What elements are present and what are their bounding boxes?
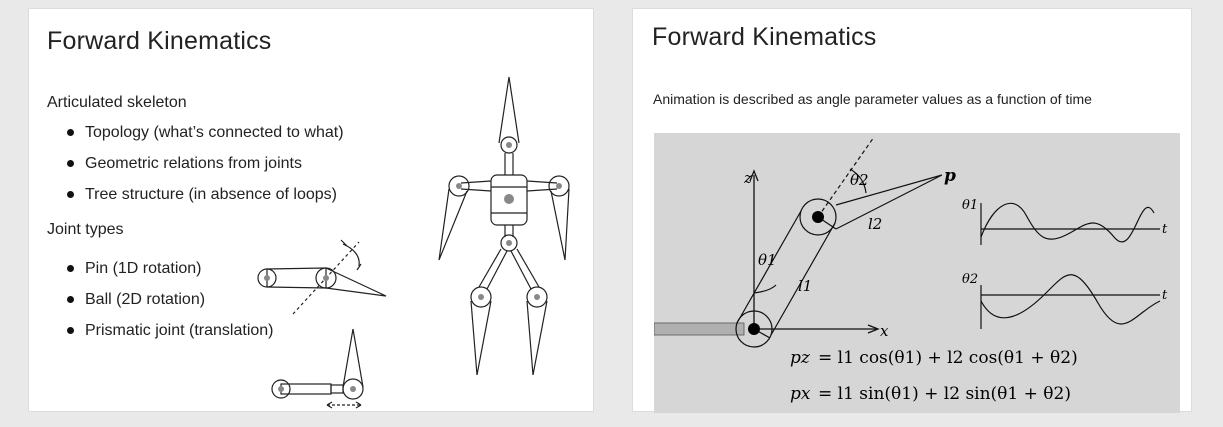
base-joint xyxy=(748,323,760,335)
equation-pz-rhs: = l1 cos(θ1) + l2 cos(θ1 + θ2) xyxy=(818,348,1078,368)
diagram-background xyxy=(654,133,1180,413)
plot2-y-label: θ2 xyxy=(962,272,978,287)
bullet-item: Ball (2D rotation) xyxy=(63,284,274,315)
plot2-x-label: t xyxy=(1162,288,1168,303)
slide-title: Forward Kinematics xyxy=(47,27,272,55)
slide-right: Forward Kinematics Animation is describe… xyxy=(632,8,1192,413)
bullet-item: Topology (what’s connected to what) xyxy=(63,117,344,148)
x-axis-label: x xyxy=(880,322,889,340)
base-bar xyxy=(654,322,745,336)
slide-caption: Animation is described as angle paramete… xyxy=(653,91,1092,107)
kinematics-diagram: z x θ1 l1 θ2 l2 p θ1 xyxy=(654,133,1180,413)
prismatic-joint-illustration xyxy=(271,328,364,409)
equation-px-lhs: px xyxy=(790,384,811,404)
bullet-item: Tree structure (in absence of loops) xyxy=(63,179,344,210)
joint-types-heading: Joint types xyxy=(47,221,124,238)
pin-joint-illustration xyxy=(257,239,387,315)
l2-label: l2 xyxy=(868,215,882,233)
equation-px-rhs: = l1 sin(θ1) + l2 sin(θ1 + θ2) xyxy=(818,384,1071,404)
articulated-skeleton-heading: Articulated skeleton xyxy=(47,94,187,111)
theta2-label: θ2 xyxy=(850,171,869,189)
plot1-x-label: t xyxy=(1162,222,1168,237)
plot1-y-label: θ1 xyxy=(962,198,978,213)
equation-pz-lhs: pz xyxy=(790,348,811,368)
l1-label: l1 xyxy=(798,277,812,295)
skeleton-bullet-list: Topology (what’s connected to what) Geom… xyxy=(63,117,344,210)
point-p-label: p xyxy=(944,166,956,186)
theta1-label: θ1 xyxy=(758,251,777,269)
elbow-joint xyxy=(812,211,824,223)
joint-types-bullet-list: Pin (1D rotation) Ball (2D rotation) Pri… xyxy=(63,253,274,346)
slide-left: Forward Kinematics Articulated skeleton … xyxy=(28,8,594,412)
slide-title: Forward Kinematics xyxy=(652,23,877,51)
bullet-item: Pin (1D rotation) xyxy=(63,253,274,284)
bullet-item: Prismatic joint (translation) xyxy=(63,315,274,346)
skeleton-figure xyxy=(438,76,570,375)
z-axis-label: z xyxy=(743,169,752,187)
bullet-item: Geometric relations from joints xyxy=(63,148,344,179)
